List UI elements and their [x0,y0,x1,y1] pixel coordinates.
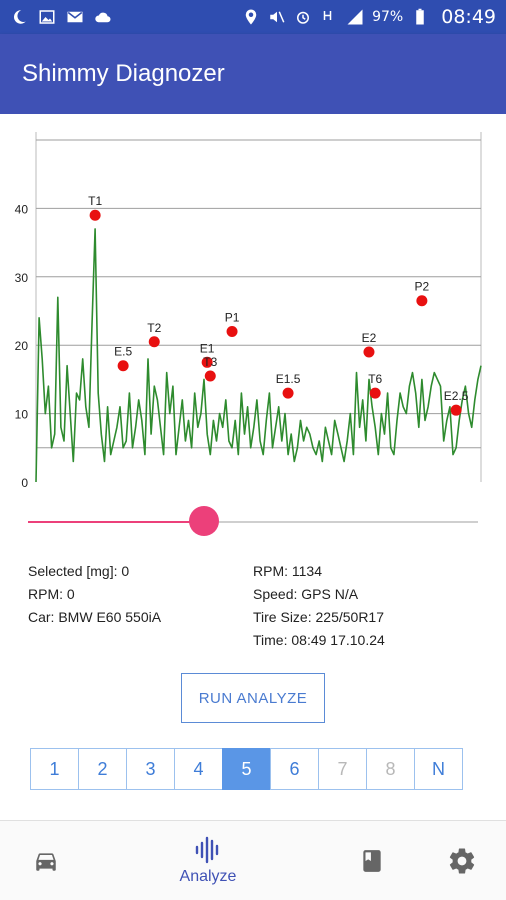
chart-marker-label: P1 [225,311,240,325]
car-model: Car: BMW E60 550iA [28,609,162,625]
chart-y-tick-label: 10 [15,408,29,422]
alarm-icon [297,11,310,24]
selected-mg: Selected [mg]: 0 [28,563,130,579]
hplus-signal-icon [323,11,332,20]
chart-marker-point [89,209,101,221]
mail-icon [67,11,83,23]
chart-marker-point [117,360,129,372]
chart-marker-label: E2 [362,331,377,345]
chart-marker-label: T6 [368,372,382,386]
page-button-1[interactable]: 1 [30,748,79,790]
battery-percent: 97% [372,9,404,25]
moon-icon [13,10,26,24]
tire-size: Tire Size: 225/50R17 [253,609,384,625]
main-content: 0 10 20 30 40 T1 E.5 T2 E1 T3 P1 E1.5 E2 T6 P2 E2.5 Sel… [0,114,506,820]
cloud-icon [95,12,111,23]
chart-marker-label: T2 [147,321,161,335]
chart-marker-point [201,356,213,368]
chart-marker-label: E.5 [114,345,132,359]
bottom-nav: Analyze [0,820,506,900]
signal-icon [347,9,363,25]
chart-marker-label: E1.5 [276,372,301,386]
chart-y-tick-label: 0 [21,476,28,490]
chart-marker-point [148,336,160,348]
status-bar: 97% 08:49 [0,0,506,34]
chart-marker-point [369,387,381,399]
chart-y-tick-label: 40 [15,202,29,216]
time-slider[interactable] [28,506,478,536]
speed: Speed: GPS N/A [253,586,359,602]
nav-book[interactable] [356,821,388,900]
info-left: Selected [mg]: 0 RPM: 0 Car: BMW E60 550… [28,560,161,629]
clock: 08:49 [441,6,496,28]
chart-marker-point [450,404,462,416]
image-icon [39,10,55,24]
run-analyze-button[interactable]: RUN ANALYZE [181,673,325,723]
slider-fill [28,521,204,523]
page-button-n[interactable]: N [414,748,463,790]
page-button-2[interactable]: 2 [78,748,127,790]
car-icon [36,853,56,871]
page-button-7: 7 [318,748,367,790]
chart-y-tick-label: 30 [15,271,29,285]
page-button-6[interactable]: 6 [270,748,319,790]
chart-marker-label: E2.5 [444,389,469,403]
page-button-3[interactable]: 3 [126,748,175,790]
gear-icon [449,848,475,874]
app-title: Shimmy Diagnozer [22,60,225,87]
timestamp: Time: 08:49 17.10.24 [253,632,385,648]
app-bar: Shimmy Diagnozer [0,34,506,114]
battery-icon [416,8,424,25]
chart-y-tick-label: 20 [15,339,29,353]
page-button-4[interactable]: 4 [174,748,223,790]
page-button-5[interactable]: 5 [222,748,271,790]
nav-analyze[interactable]: Analyze [168,821,248,900]
slider-thumb[interactable] [188,506,219,536]
rpm-left: RPM: 0 [28,586,75,602]
slider-track [28,521,478,523]
chart-marker-point [363,346,375,358]
book-icon [363,850,381,872]
info-right: RPM: 1134 Speed: GPS N/A Tire Size: 225/… [253,560,385,652]
chart-marker-label: T1 [88,194,102,208]
chart-marker-point [204,370,216,382]
chart-marker-label: T3 [203,355,217,369]
nav-settings[interactable] [445,821,479,900]
chart-series-line [35,228,482,483]
nav-analyze-label: Analyze [179,868,237,885]
waveform-icon [195,836,219,864]
chart-marker-label: E1 [200,341,215,355]
mute-icon [270,11,285,23]
chart-marker-point [416,295,428,307]
chart-marker-point [226,326,238,338]
rpm-right: RPM: 1134 [253,563,322,579]
chart-marker-point [282,387,294,399]
chart-marker-label: P2 [415,280,430,294]
page-button-8: 8 [366,748,415,790]
location-icon [245,9,257,25]
nav-car[interactable] [25,821,67,900]
